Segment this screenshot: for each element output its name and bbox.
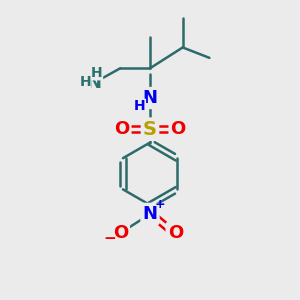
Text: O: O [171, 120, 186, 138]
Text: O: O [113, 224, 128, 242]
Text: S: S [143, 120, 157, 139]
Text: N: N [86, 74, 101, 92]
Text: N: N [142, 89, 158, 107]
Text: O: O [114, 120, 129, 138]
Text: O: O [168, 224, 183, 242]
Text: H: H [134, 99, 146, 113]
Text: N: N [142, 205, 158, 223]
Text: +: + [154, 199, 165, 212]
Text: H: H [91, 66, 102, 80]
Text: H: H [80, 75, 91, 88]
Text: −: − [103, 231, 116, 246]
